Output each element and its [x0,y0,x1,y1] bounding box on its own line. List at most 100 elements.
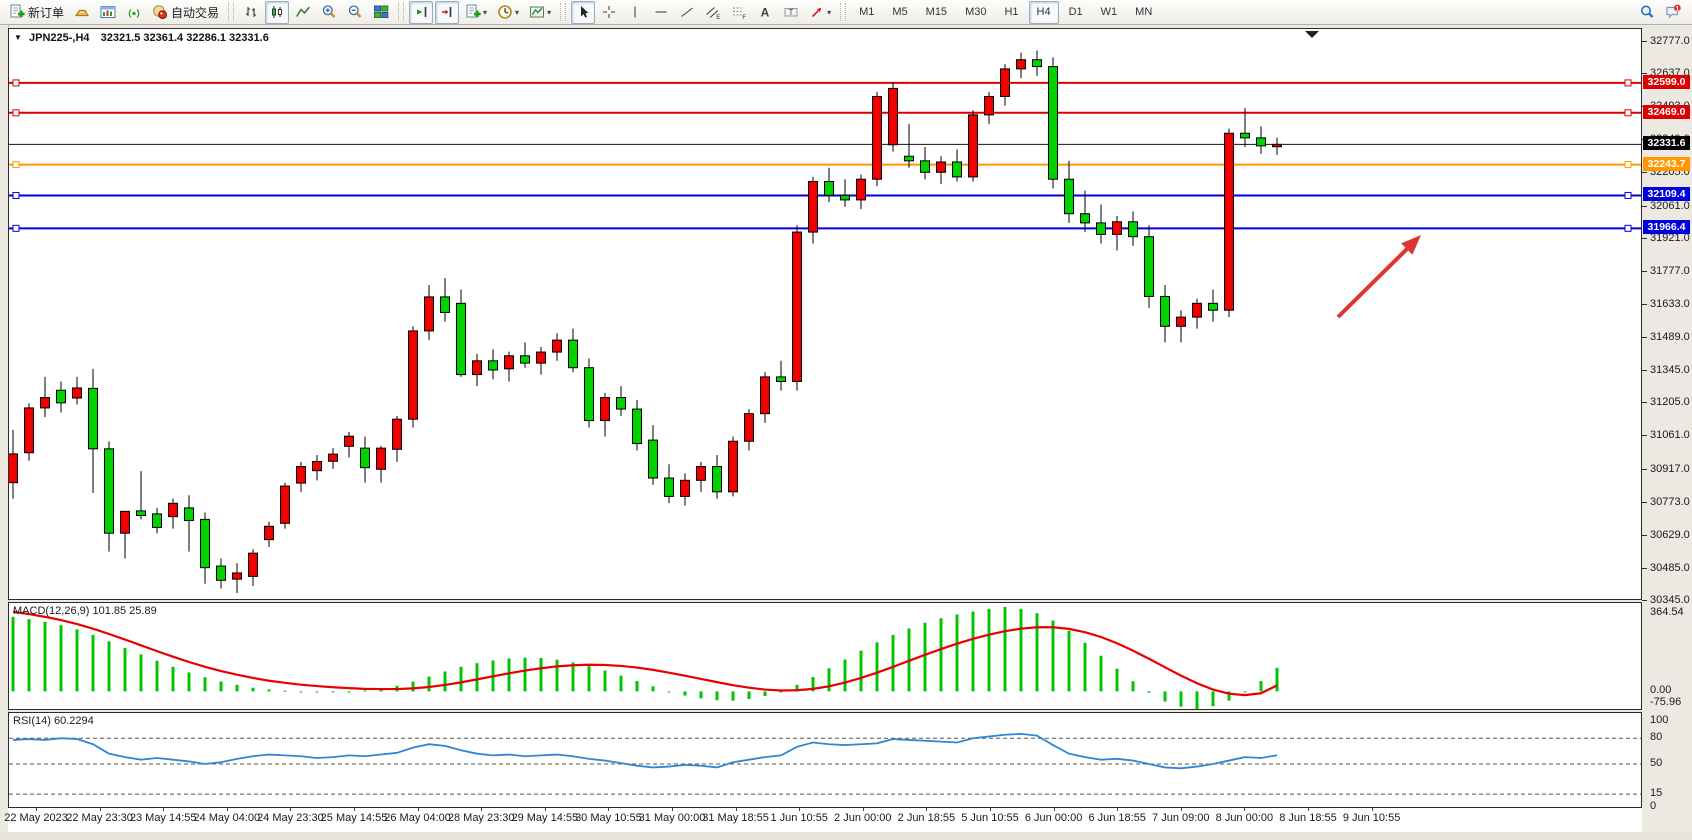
tf-d1-button[interactable]: D1 [1061,1,1091,24]
candle-body [1240,132,1250,139]
macd-bar [363,690,367,692]
line-handle[interactable] [12,224,20,232]
macd-bar [267,689,271,692]
line-handle[interactable] [12,79,20,87]
macd-bar [523,657,527,692]
tf-m15-button-label: M15 [925,6,948,18]
macd-bar [923,622,927,692]
macd-bar [1115,668,1119,692]
cursor-button[interactable] [571,0,596,24]
arrow-annotation-line[interactable] [1336,241,1415,319]
price-chart-svg [9,31,1641,593]
macd-bar [1275,667,1279,692]
market-watch-window-button[interactable] [96,1,120,24]
line-handle[interactable] [12,161,20,169]
line-handle[interactable] [1624,191,1632,199]
signals-button[interactable] [122,1,146,24]
macd-bar [955,614,959,692]
equidistant-channel-button[interactable]: E [701,1,725,24]
horizontal-line-button[interactable] [649,1,673,24]
tile-windows-button[interactable] [369,1,393,24]
indicators-button[interactable]: ▾ [461,1,491,24]
crosshair-button[interactable] [597,1,621,24]
time-tick [1180,808,1182,811]
price-tick [1642,303,1647,305]
zoom-out-button[interactable] [343,1,367,24]
price-tick-label: 31489.0 [1650,331,1690,344]
toolbar: 新订单 自动交易 ▾ ▾ ▾ E F A T ▾ M1 M5 M15 M30 H1 H4 D1 W1 MN 1 [0,0,1692,25]
line-chart-button[interactable] [291,1,315,24]
time-tick [608,808,610,811]
rsi-axis-label: 100 [1650,714,1669,726]
main-chart-panel[interactable] [8,28,1642,600]
tf-w1-button[interactable]: W1 [1093,1,1126,24]
line-handle[interactable] [1624,109,1632,117]
candlestick-button[interactable] [265,0,290,24]
autotrading-button[interactable]: 自动交易 [148,1,223,24]
price-tick-label: 31921.0 [1650,231,1690,244]
trendline-button[interactable] [675,1,699,24]
candle-body [1176,316,1186,327]
text-button[interactable]: A [753,1,777,24]
macd-bar [251,687,255,692]
bar-chart-button[interactable] [239,1,263,24]
time-tick [862,808,864,811]
candle-body [1224,132,1234,311]
tf-m1-button[interactable]: M1 [851,1,882,24]
candle-body [1000,68,1010,97]
candle-body [600,397,610,422]
tf-mn-button[interactable]: MN [1127,1,1160,24]
macd-bar [987,608,991,692]
arrow-annotation-head[interactable] [1401,235,1421,255]
window-bottom-edge [0,832,1692,840]
candle-body [856,178,866,201]
search-button[interactable] [1635,1,1659,24]
candle-body [344,435,354,447]
svg-text:T: T [789,8,794,17]
fibonacci-button[interactable]: F [727,1,751,24]
vertical-line-button[interactable] [623,1,647,24]
macd-bar [1227,691,1231,701]
macd-panel[interactable]: MACD(12,26,9) 101.85 25.89 [8,602,1642,710]
line-handle[interactable] [1624,224,1632,232]
line-handle[interactable] [1624,79,1632,87]
macd-bar [107,641,111,692]
tf-m30-button[interactable]: M30 [957,1,994,24]
price-tick [1642,599,1647,601]
depth-of-market-button[interactable] [70,1,94,24]
macd-signal-line [12,610,1278,697]
tf-m15-button[interactable]: M15 [918,1,955,24]
arrows-button[interactable]: ▾ [805,1,835,24]
chart-shift-marker-icon[interactable] [1305,31,1319,38]
macd-bar [699,691,703,699]
text-label-button[interactable]: T [779,1,803,24]
macd-bar [1019,608,1023,692]
periods-button[interactable]: ▾ [493,1,523,24]
line-handle[interactable] [12,109,20,117]
price-tick-label: 31345.0 [1650,364,1690,377]
search-icon [1641,5,1654,18]
tf-h4-button[interactable]: H4 [1028,0,1059,24]
vline-icon [634,6,636,18]
new-order-button[interactable]: 新订单 [5,1,68,24]
price-scale[interactable]: 32777.032637.032493.032349.032205.032061… [1642,0,1692,840]
line-handle[interactable] [1624,161,1632,169]
line-handle[interactable] [12,191,20,199]
chart-shift-button[interactable] [435,0,460,24]
candle-body [88,387,98,450]
time-label: 6 Jun 18:55 [1088,812,1146,824]
auto-scroll-button[interactable] [409,0,434,24]
rsi-panel[interactable]: RSI(14) 60.2294 [8,712,1642,808]
tf-h1-button[interactable]: H1 [996,1,1026,24]
community-chat-button[interactable]: 1 [1661,1,1685,24]
zoom-in-button[interactable] [317,1,341,24]
autotrading-button-text: 自动交易 [171,5,220,20]
candle-body [920,160,930,173]
tf-m5-button[interactable]: M5 [884,1,915,24]
symbol-dropdown-icon[interactable]: ▼ [14,33,22,42]
chart-window-icon [100,6,116,18]
time-axis[interactable]: 22 May 2023 22 May 23:30 23 May 14:55 24 Ma… [4,808,1642,832]
macd-bar [315,691,319,693]
templates-button[interactable]: ▾ [525,1,555,24]
price-tick [1642,337,1647,339]
